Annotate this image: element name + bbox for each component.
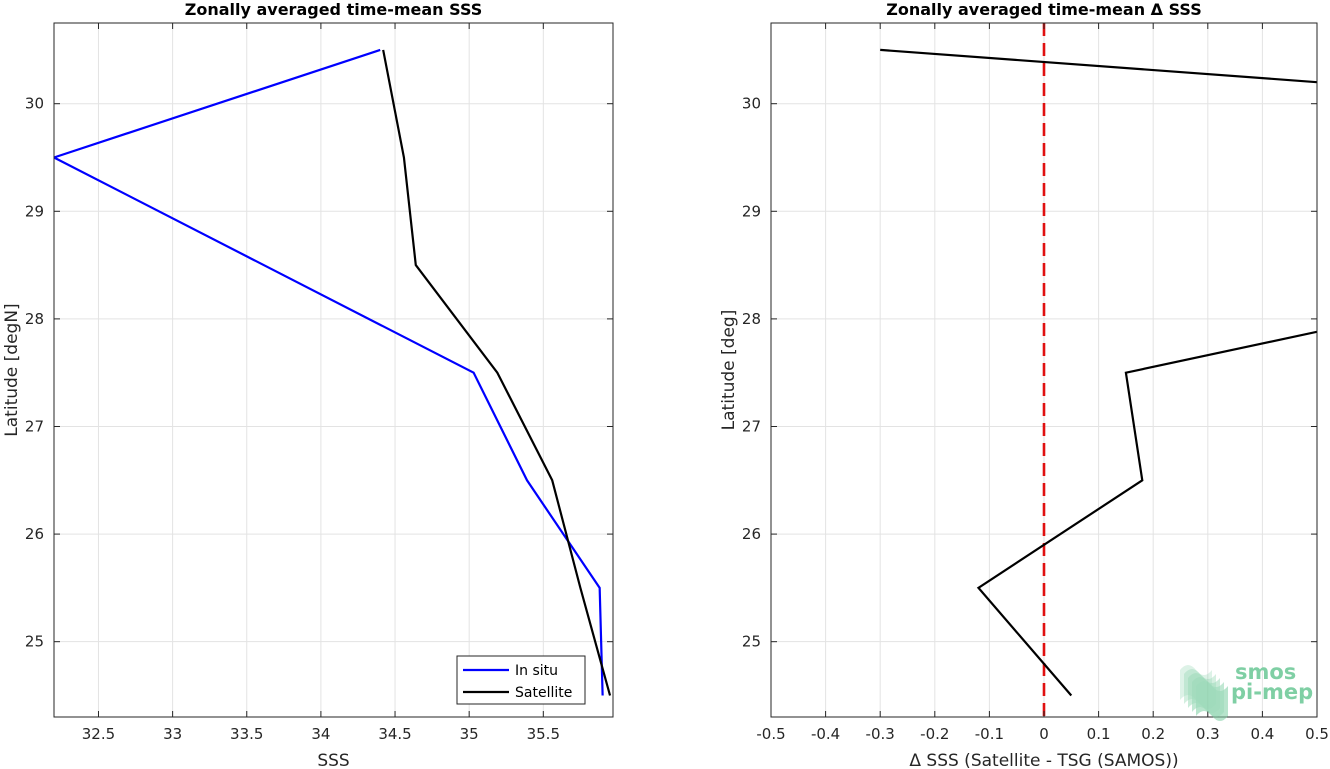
legend-box bbox=[456, 655, 586, 705]
y-tick-label: 25 bbox=[742, 633, 761, 651]
logo-wave bbox=[1196, 681, 1228, 721]
x-tick-label: 33 bbox=[163, 725, 182, 743]
x-tick-label: 0.5 bbox=[1305, 725, 1329, 743]
x-tick-label: -0.2 bbox=[920, 725, 949, 743]
x-axis-label: Δ SSS (Satellite - TSG (SAMOS)) bbox=[909, 751, 1178, 769]
x-tick-label: -0.1 bbox=[975, 725, 1004, 743]
x-tick-label: 32.5 bbox=[82, 725, 115, 743]
y-tick-label: 26 bbox=[742, 525, 761, 543]
in-situ-series-line bbox=[54, 48, 604, 696]
x-tick-label: 34.5 bbox=[378, 725, 411, 743]
x-tick-label: 34 bbox=[311, 725, 330, 743]
x-tick-label: 0.3 bbox=[1196, 725, 1220, 743]
y-tick-label: 30 bbox=[25, 95, 44, 113]
legend-entry: In situ bbox=[515, 663, 558, 679]
chart-title: Zonally averaged time-mean SSS bbox=[185, 0, 483, 19]
delta-sss-series-line bbox=[880, 48, 1317, 697]
x-tick-label: -0.5 bbox=[756, 725, 785, 743]
x-tick-label: 33.5 bbox=[230, 725, 263, 743]
x-tick-label: 0.1 bbox=[1087, 725, 1111, 743]
y-tick-label: 28 bbox=[742, 310, 761, 328]
y-tick-label: 28 bbox=[25, 310, 44, 328]
y-axis-label: Latitude [degN] bbox=[2, 303, 22, 436]
satellite-series-line bbox=[382, 49, 612, 696]
y-tick-label: 27 bbox=[742, 417, 761, 435]
left-chart-panel: 32.5 33 33.5 34 34.5 35 35.5 25 26 27 28 29 30 Zonall… bbox=[2, 0, 614, 769]
x-axis-label: SSS bbox=[317, 751, 349, 769]
y-tick-label: 30 bbox=[742, 95, 761, 113]
right-chart-panel: -0.5 -0.4 -0.3 -0.2 -0.1 0 0.1 0.2 0.3 0.4 0.5 25 26… bbox=[719, 0, 1329, 769]
chart-title: Zonally averaged time-mean Δ SSS bbox=[886, 0, 1202, 19]
logo-wave-icon bbox=[1180, 665, 1228, 721]
x-tick-label: 0 bbox=[1039, 725, 1049, 743]
legend: In situ Satellite bbox=[456, 655, 586, 705]
x-tick-label: 35.5 bbox=[527, 725, 560, 743]
x-tick-label: -0.3 bbox=[866, 725, 895, 743]
y-tick-label: 26 bbox=[25, 525, 44, 543]
legend-entry: Satellite bbox=[515, 685, 572, 701]
x-tick-label: -0.4 bbox=[811, 725, 840, 743]
y-tick-label: 25 bbox=[25, 633, 44, 651]
logo-text-smos: smos bbox=[1235, 660, 1296, 684]
y-tick-label: 27 bbox=[25, 417, 44, 435]
y-axis-label: Latitude [deg] bbox=[719, 310, 739, 431]
y-tick-label: 29 bbox=[25, 202, 44, 220]
plot-background bbox=[54, 23, 613, 717]
x-tick-label: 0.4 bbox=[1250, 725, 1274, 743]
axes-box bbox=[53, 22, 614, 718]
logo-text-pimep: pi-mep bbox=[1231, 680, 1313, 704]
x-tick-label: 35 bbox=[460, 725, 479, 743]
y-tick-label: 29 bbox=[742, 202, 761, 220]
x-tick-label: 0.2 bbox=[1141, 725, 1165, 743]
